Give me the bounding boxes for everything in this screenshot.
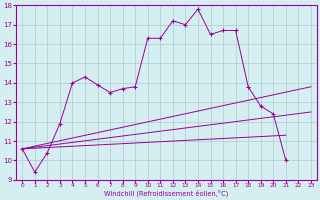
X-axis label: Windchill (Refroidissement éolien,°C): Windchill (Refroidissement éolien,°C) xyxy=(104,190,229,197)
